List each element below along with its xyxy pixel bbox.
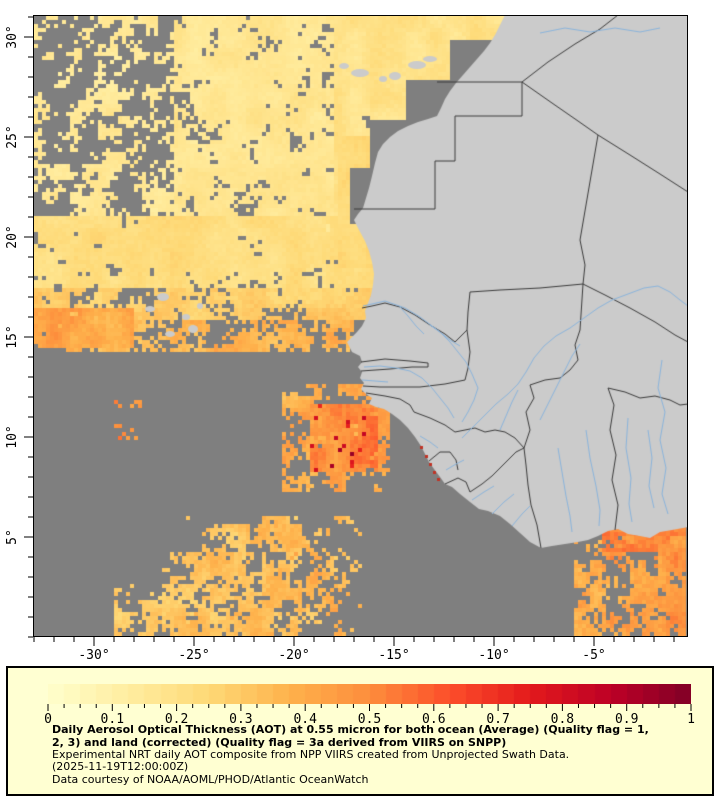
legend-timestamp: (2025-11-19T12:00:00Z)	[52, 760, 189, 774]
legend-subtitle: Experimental NRT daily AOT composite fro…	[52, 748, 570, 761]
x-axis-tick-label: -30°	[78, 648, 109, 663]
colorbar-tick-label: 0	[44, 712, 52, 727]
x-axis-tick-label: -20°	[278, 648, 309, 663]
x-axis-tick-label: -25°	[178, 648, 209, 663]
y-axis-tick-label: 20°	[5, 225, 20, 248]
x-axis-tick-label: -5°	[582, 648, 605, 663]
legend-credit: Data courtesy of NOAA/AOML/PHOD/Atlantic…	[52, 772, 369, 786]
legend-box: 0 0.1 0.2 0.3 0.4 0.5 0.6 0.7 0.8 0.9 1 Daily Aero…	[6, 666, 714, 796]
aot-heatmap-canvas	[34, 16, 687, 636]
legend-text-block: Daily Aerosol Optical Thickness (AOT) at…	[52, 723, 698, 786]
y-axis-tick-label: 30°	[5, 25, 20, 48]
legend-title: Daily Aerosol Optical Thickness (AOT) at…	[52, 723, 649, 749]
x-axis-tick-label: -15°	[378, 648, 409, 663]
colorbar	[48, 684, 691, 704]
y-axis-tick-label: 25°	[5, 125, 20, 148]
y-axis-tick-label: 15°	[5, 325, 20, 348]
y-axis-tick-label: 5°	[5, 529, 20, 545]
map-plot-area	[33, 15, 688, 637]
y-axis-tick-label: 10°	[5, 425, 20, 448]
x-axis-tick-label: -10°	[478, 648, 509, 663]
